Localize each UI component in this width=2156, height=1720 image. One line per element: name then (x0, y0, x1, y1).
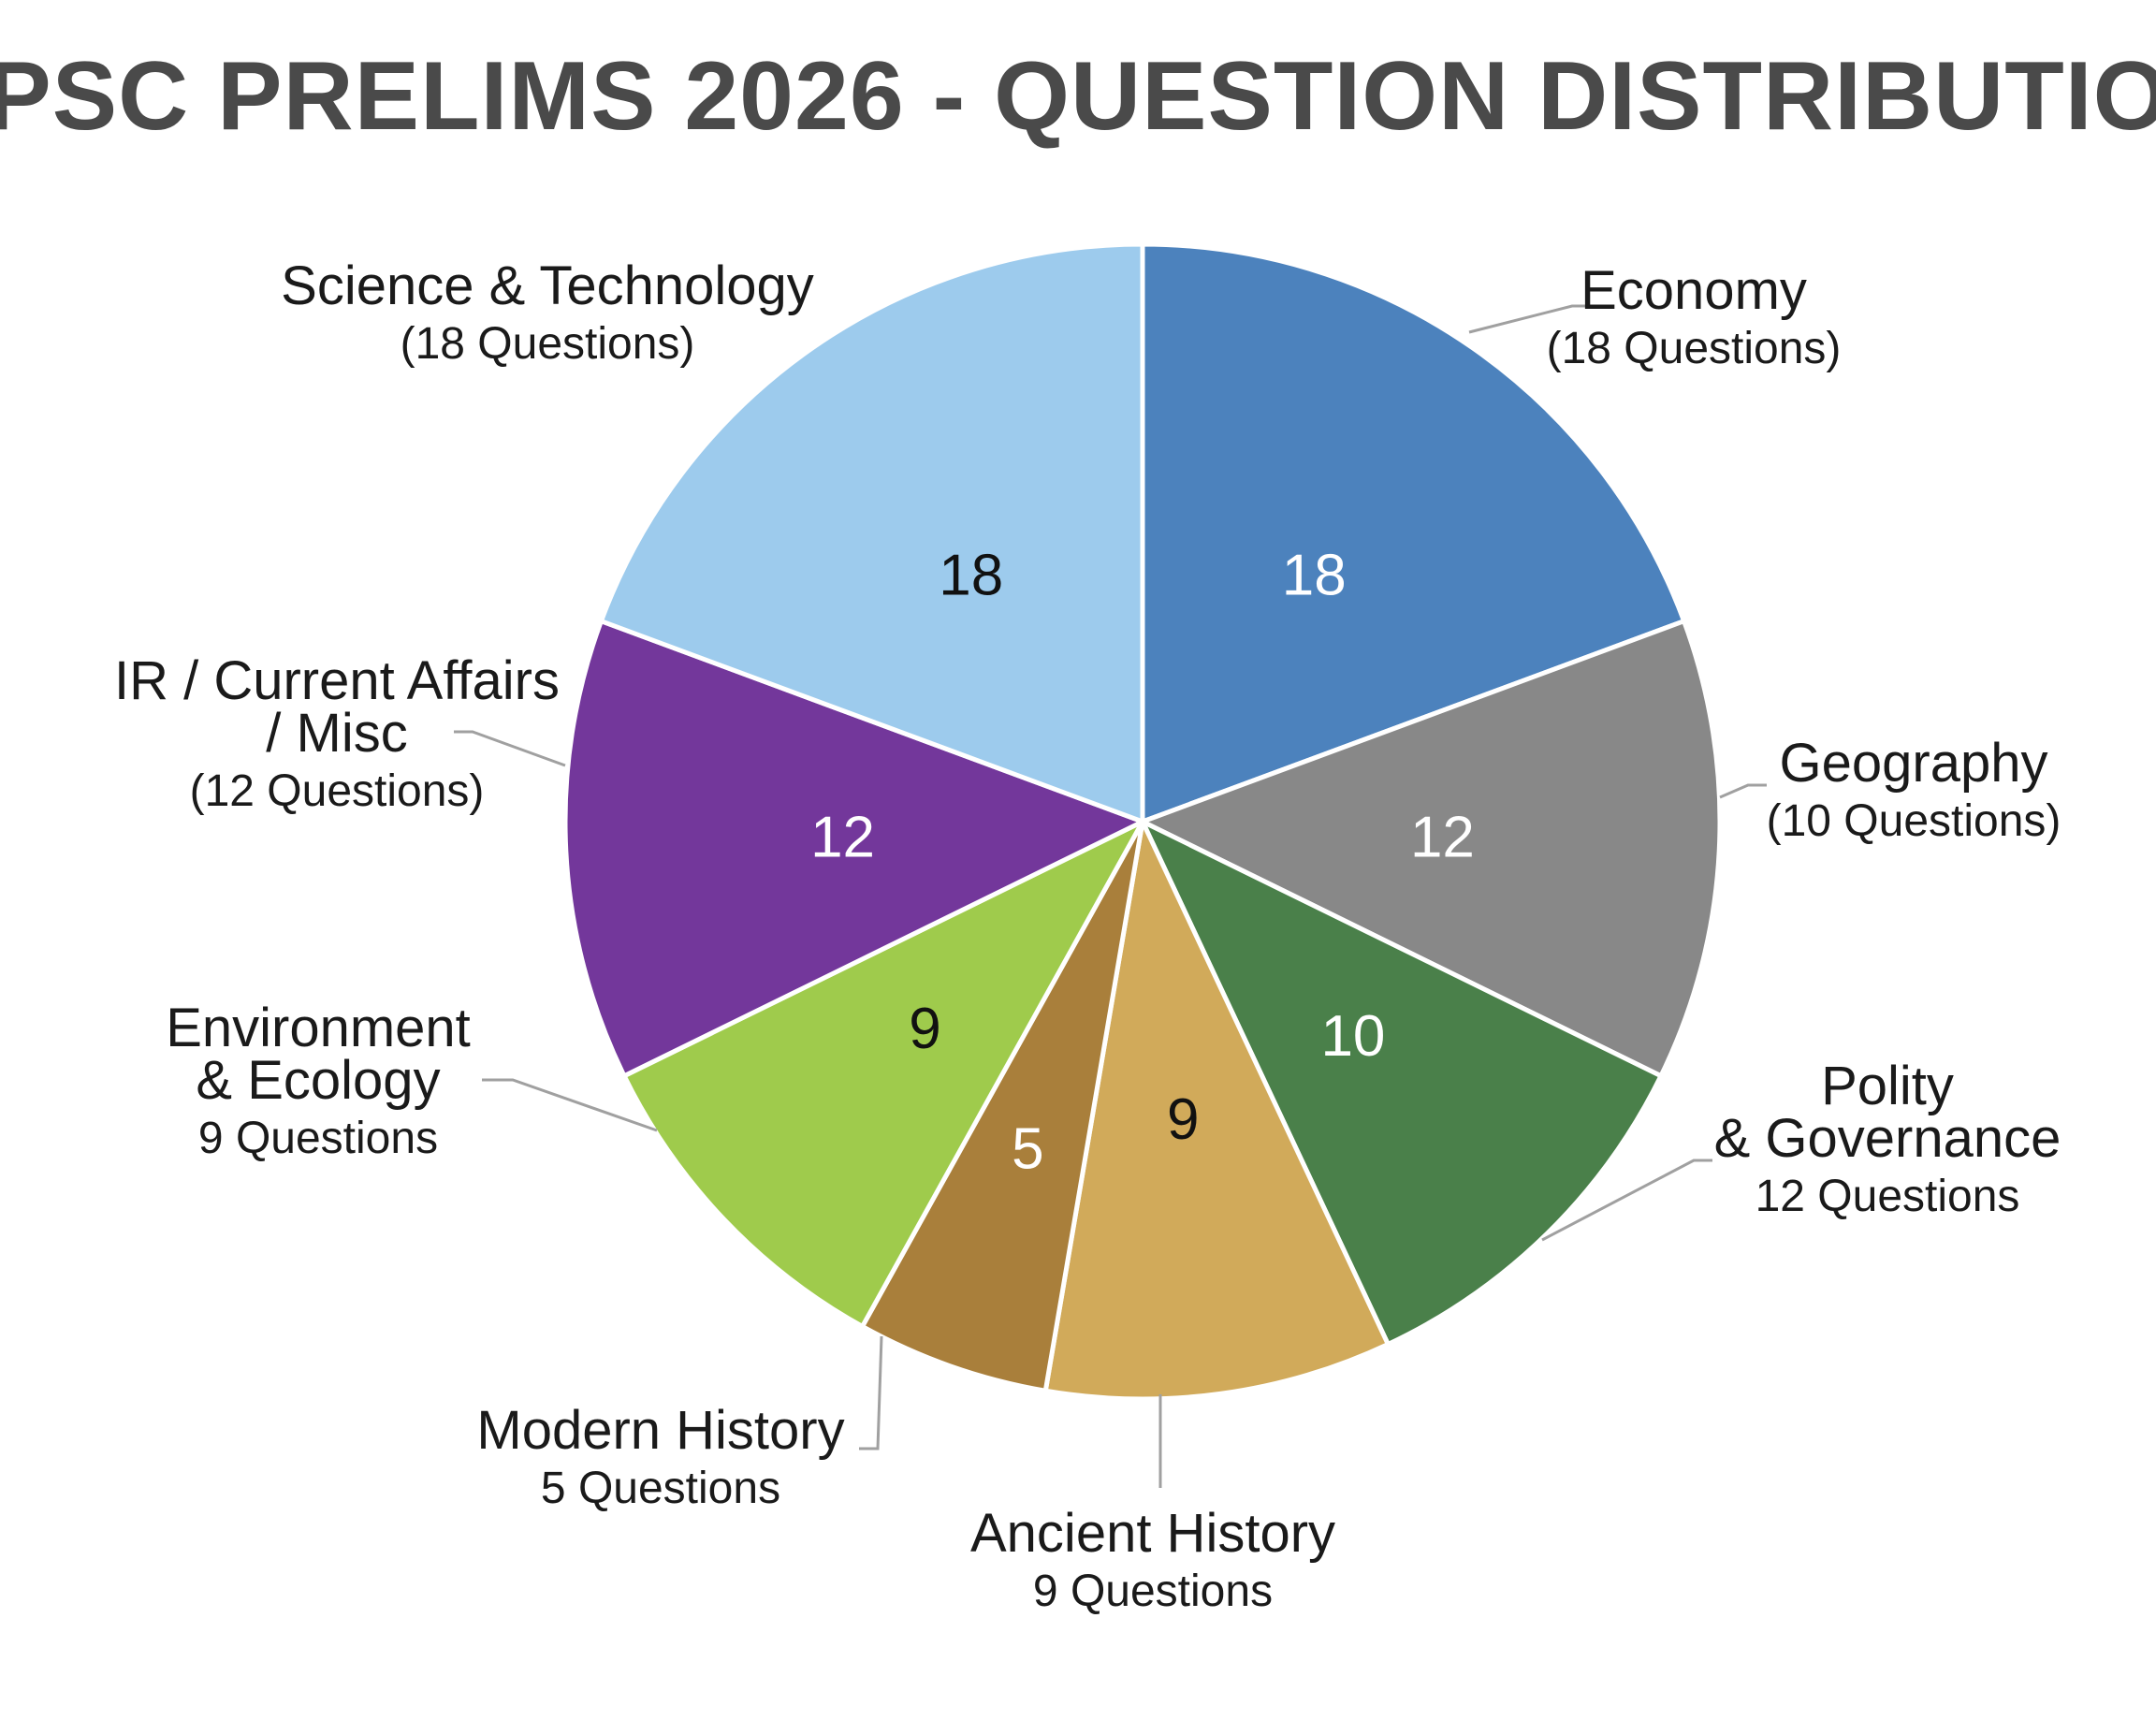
category-name: Modern History (476, 1400, 844, 1461)
chart-title: UPSC PRELIMS 2026 - QUESTION DISTRIBUTIO… (0, 42, 2156, 151)
pie-slice-science-and-technology (598, 241, 1145, 824)
leader-line-geography (1719, 783, 1767, 799)
category-labels: Economy(18 Questions)Geography(10 Questi… (114, 255, 2061, 1616)
category-name: Science & Technology (281, 255, 814, 316)
leader-line-polity-and-governance (1541, 1159, 1712, 1242)
slice-value-science-and-technology: 18 (939, 544, 1003, 608)
pie-slice-economy (1140, 241, 1687, 824)
slice-value-polity-and-governance: 10 (1320, 1004, 1385, 1069)
slice-value-ir-current-affairs-misc: 12 (810, 805, 875, 869)
slice-value-geography: 12 (1410, 805, 1475, 869)
pie-slice-geography (1140, 619, 1723, 1079)
category-name: & Governance (1714, 1108, 2061, 1169)
category-caption: (12 Questions) (190, 766, 485, 816)
category-name: Economy (1581, 260, 1807, 321)
leader-line-economy (1468, 304, 1591, 334)
category-caption: 5 Questions (541, 1464, 780, 1513)
slice-value-environment-and-ecology: 9 (909, 997, 940, 1061)
category-caption: 9 Questions (1033, 1567, 1273, 1616)
category-caption: (10 Questions) (1767, 796, 2061, 846)
pie-slice-modern-history (860, 819, 1145, 1393)
pie-slice-ancient-history (1042, 819, 1391, 1402)
leader-line-modern-history (859, 1335, 883, 1450)
category-caption: (18 Questions) (1547, 324, 1842, 373)
slices-layer (562, 241, 1723, 1402)
leader-line-environment-and-ecology (482, 1078, 658, 1132)
category-name: Ancient History (970, 1503, 1335, 1564)
pie-slice-ir-current-affairs-misc (562, 619, 1145, 1079)
slice-value-ancient-history: 9 (1167, 1087, 1199, 1152)
pie-slice-environment-and-ecology (621, 819, 1145, 1329)
leader-line-ir-current-affairs-misc (454, 730, 566, 767)
category-label-economy: Economy(18 Questions) (1547, 260, 1842, 373)
category-label-ir-current-affairs-misc: IR / Current Affairs/ Misc(12 Questions) (114, 650, 560, 816)
category-caption: 9 Questions (198, 1114, 438, 1163)
category-caption: 12 Questions (1755, 1172, 2020, 1221)
category-name: / Misc (266, 703, 407, 764)
category-name: Polity (1821, 1056, 1954, 1116)
category-label-science-and-technology: Science & Technology(18 Questions) (281, 255, 814, 369)
slice-value-modern-history: 5 (1012, 1116, 1043, 1181)
category-name: Geography (1780, 733, 2048, 794)
category-name: Environment (166, 998, 471, 1058)
pie-slice-polity-and-governance (1140, 819, 1664, 1347)
category-name: & Ecology (196, 1050, 440, 1111)
slice-value-economy: 18 (1282, 544, 1347, 608)
slice-value-labels: 18 12 10 9 5 9 12 18 (810, 544, 1475, 1182)
category-label-geography: Geography(10 Questions) (1767, 733, 2061, 846)
category-caption: (18 Questions) (401, 319, 695, 369)
category-name: IR / Current Affairs (114, 650, 560, 711)
leader-lines (454, 304, 1767, 1488)
